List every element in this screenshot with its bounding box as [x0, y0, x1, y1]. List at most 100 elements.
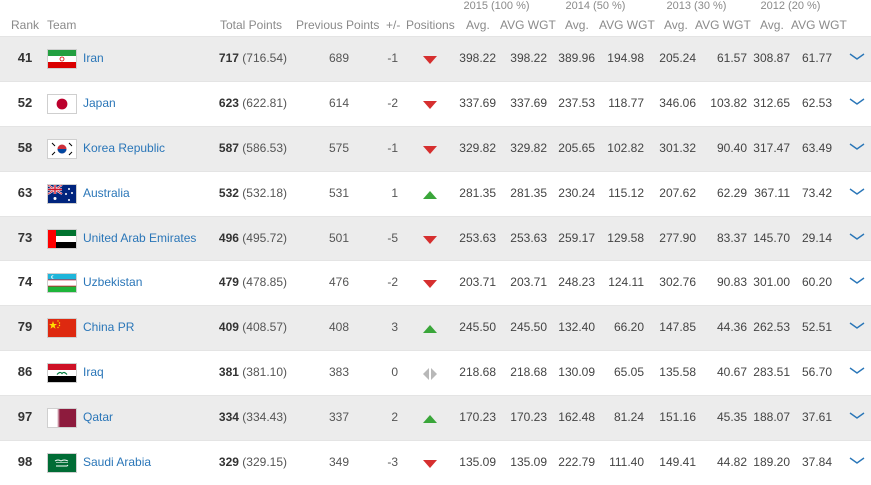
total-points-exact: (495.72) — [242, 230, 287, 245]
y2013-wgt: 83.37 — [716, 230, 747, 245]
y2015-wgt: 245.50 — [510, 320, 547, 335]
y2013-wgt: 90.40 — [716, 140, 747, 155]
rank-header[interactable]: Rank — [11, 18, 40, 32]
total-points-exact: (716.54) — [242, 51, 287, 65]
rank-value: 79 — [17, 319, 33, 335]
rank-value: 97 — [17, 409, 33, 425]
y2014-avg: 389.96 — [558, 51, 595, 65]
trend-same-icon — [422, 368, 438, 383]
chevron-down-icon[interactable] — [848, 96, 866, 108]
trend-down-icon — [422, 278, 438, 292]
previous-points-header[interactable]: Previous Points — [296, 18, 380, 32]
team-link[interactable]: Iraq — [83, 365, 104, 380]
team-link[interactable]: Iran — [83, 51, 104, 65]
avg-2012-header: Avg. — [760, 18, 784, 32]
chevron-down-icon[interactable] — [848, 365, 866, 377]
y2014-wgt: 81.24 — [613, 410, 644, 425]
chevron-down-icon[interactable] — [848, 231, 866, 243]
rank-diff: 2 — [391, 410, 398, 425]
rank-diff: 1 — [391, 185, 398, 200]
total-points-header[interactable]: Total Points — [220, 18, 283, 32]
previous-points: 337 — [328, 410, 349, 425]
team-link[interactable]: Japan — [83, 95, 116, 110]
team-link[interactable]: United Arab Emirates — [83, 230, 197, 245]
y2012-wgt: 63.49 — [801, 140, 832, 155]
australia-flag-icon — [47, 183, 77, 204]
team-link[interactable]: Korea Republic — [83, 140, 166, 155]
y2014-avg: 132.40 — [558, 320, 595, 335]
table-row[interactable]: 79 China PR 409 (408.57) 408 3 245.50 245.50 13… — [0, 305, 871, 351]
saudi-arabia-flag-icon — [47, 453, 77, 474]
previous-points: 501 — [328, 230, 349, 245]
y2012-wgt: 37.84 — [801, 455, 832, 470]
rank-value: 86 — [17, 364, 33, 380]
y2015-avg: 337.69 — [459, 95, 496, 110]
y2012-avg: 301.00 — [753, 275, 790, 290]
chevron-down-icon[interactable] — [848, 51, 866, 63]
rank-diff: -3 — [387, 455, 398, 470]
table-row[interactable]: 86 Iraq 381 (381.10) 383 0 218.68 218.68 130.09… — [0, 350, 871, 395]
y2014-avg: 130.09 — [558, 365, 595, 380]
chevron-down-icon[interactable] — [848, 410, 866, 422]
total-points: 479 (478.85) — [212, 275, 287, 289]
trend-up-icon — [422, 323, 438, 337]
y2012-avg: 317.47 — [753, 140, 790, 155]
total-points: 717 (716.54) — [212, 51, 287, 65]
year-2013-header: 2013 (30 %) — [666, 0, 727, 12]
table-row[interactable]: 52 Japan 623 (622.81) 614 -2 337.69 337.69 237.… — [0, 80, 871, 126]
y2013-wgt: 40.67 — [716, 365, 747, 380]
table-row[interactable]: 58 Korea Republic 587 (586.53) 575 -1 329.82 3… — [0, 125, 871, 171]
table-row[interactable]: 98 Saudi Arabia 329 (329.15) 349 -3 135.09 135… — [0, 440, 871, 485]
total-points-exact: (586.53) — [242, 140, 287, 155]
avg-wgt-2014-header: AVG WGT — [599, 18, 655, 32]
total-points-exact: (334.43) — [242, 410, 287, 425]
y2012-avg: 262.53 — [753, 320, 790, 335]
y2013-avg: 147.85 — [659, 320, 696, 335]
y2015-avg: 245.50 — [459, 320, 496, 335]
y2013-wgt: 90.83 — [716, 275, 747, 290]
total-points: 532 (532.18) — [212, 186, 287, 200]
rank-diff: 3 — [391, 320, 398, 335]
previous-points: 408 — [328, 320, 349, 335]
y2014-avg: 162.48 — [558, 410, 595, 425]
y2014-avg: 222.79 — [558, 455, 595, 470]
total-points-exact: (329.15) — [242, 455, 287, 470]
y2014-avg: 237.53 — [558, 95, 595, 110]
total-points-rounded: 479 — [218, 275, 239, 290]
chevron-down-icon[interactable] — [848, 186, 866, 198]
iraq-flag-icon — [47, 363, 77, 384]
team-link[interactable]: Australia — [83, 185, 130, 200]
y2012-wgt: 62.53 — [801, 95, 832, 110]
table-row[interactable]: 63 Australia 532 (532.18) 531 1 281.35 281.35 2… — [0, 170, 871, 216]
y2013-avg: 135.58 — [659, 365, 696, 380]
y2015-wgt: 281.35 — [510, 185, 547, 200]
table-row[interactable]: 74 Uzbekistan 479 (478.85) 476 -2 203.71 203.7… — [0, 260, 871, 305]
team-link[interactable]: China PR — [83, 320, 135, 335]
team-header[interactable]: Team — [47, 18, 77, 32]
table-row[interactable]: 41 Iran 717 (716.54) 689 -1 398.22 398.22 389.9… — [0, 36, 871, 81]
chevron-down-icon[interactable] — [848, 320, 866, 332]
diff-header[interactable]: +/- — [386, 18, 401, 32]
y2012-wgt: 29.14 — [801, 230, 832, 245]
table-row[interactable]: 73 United Arab Emirates 496 (495.72) 501 -5 2… — [0, 215, 871, 261]
y2013-wgt: 45.35 — [716, 410, 747, 425]
team-link[interactable]: Uzbekistan — [83, 275, 143, 290]
rank-diff: -1 — [387, 51, 398, 65]
chevron-down-icon[interactable] — [848, 141, 866, 153]
total-points-exact: (381.10) — [242, 365, 287, 380]
team-link[interactable]: Saudi Arabia — [83, 455, 152, 470]
y2015-avg: 329.82 — [459, 140, 496, 155]
rank-diff: -5 — [387, 230, 398, 245]
y2013-avg: 346.06 — [659, 95, 696, 110]
year-2014-header: 2014 (50 %) — [565, 0, 626, 12]
y2012-wgt: 61.77 — [801, 51, 832, 65]
chevron-down-icon[interactable] — [848, 275, 866, 287]
y2013-avg: 277.90 — [659, 230, 696, 245]
y2015-avg: 281.35 — [459, 185, 496, 200]
table-row[interactable]: 97 Qatar 334 (334.43) 337 2 170.23 170.23 162.4… — [0, 395, 871, 441]
team-link[interactable]: Qatar — [83, 410, 114, 425]
y2015-wgt: 329.82 — [510, 140, 547, 155]
chevron-down-icon[interactable] — [848, 455, 866, 467]
y2015-avg: 218.68 — [459, 365, 496, 380]
y2012-avg: 308.87 — [753, 51, 790, 65]
